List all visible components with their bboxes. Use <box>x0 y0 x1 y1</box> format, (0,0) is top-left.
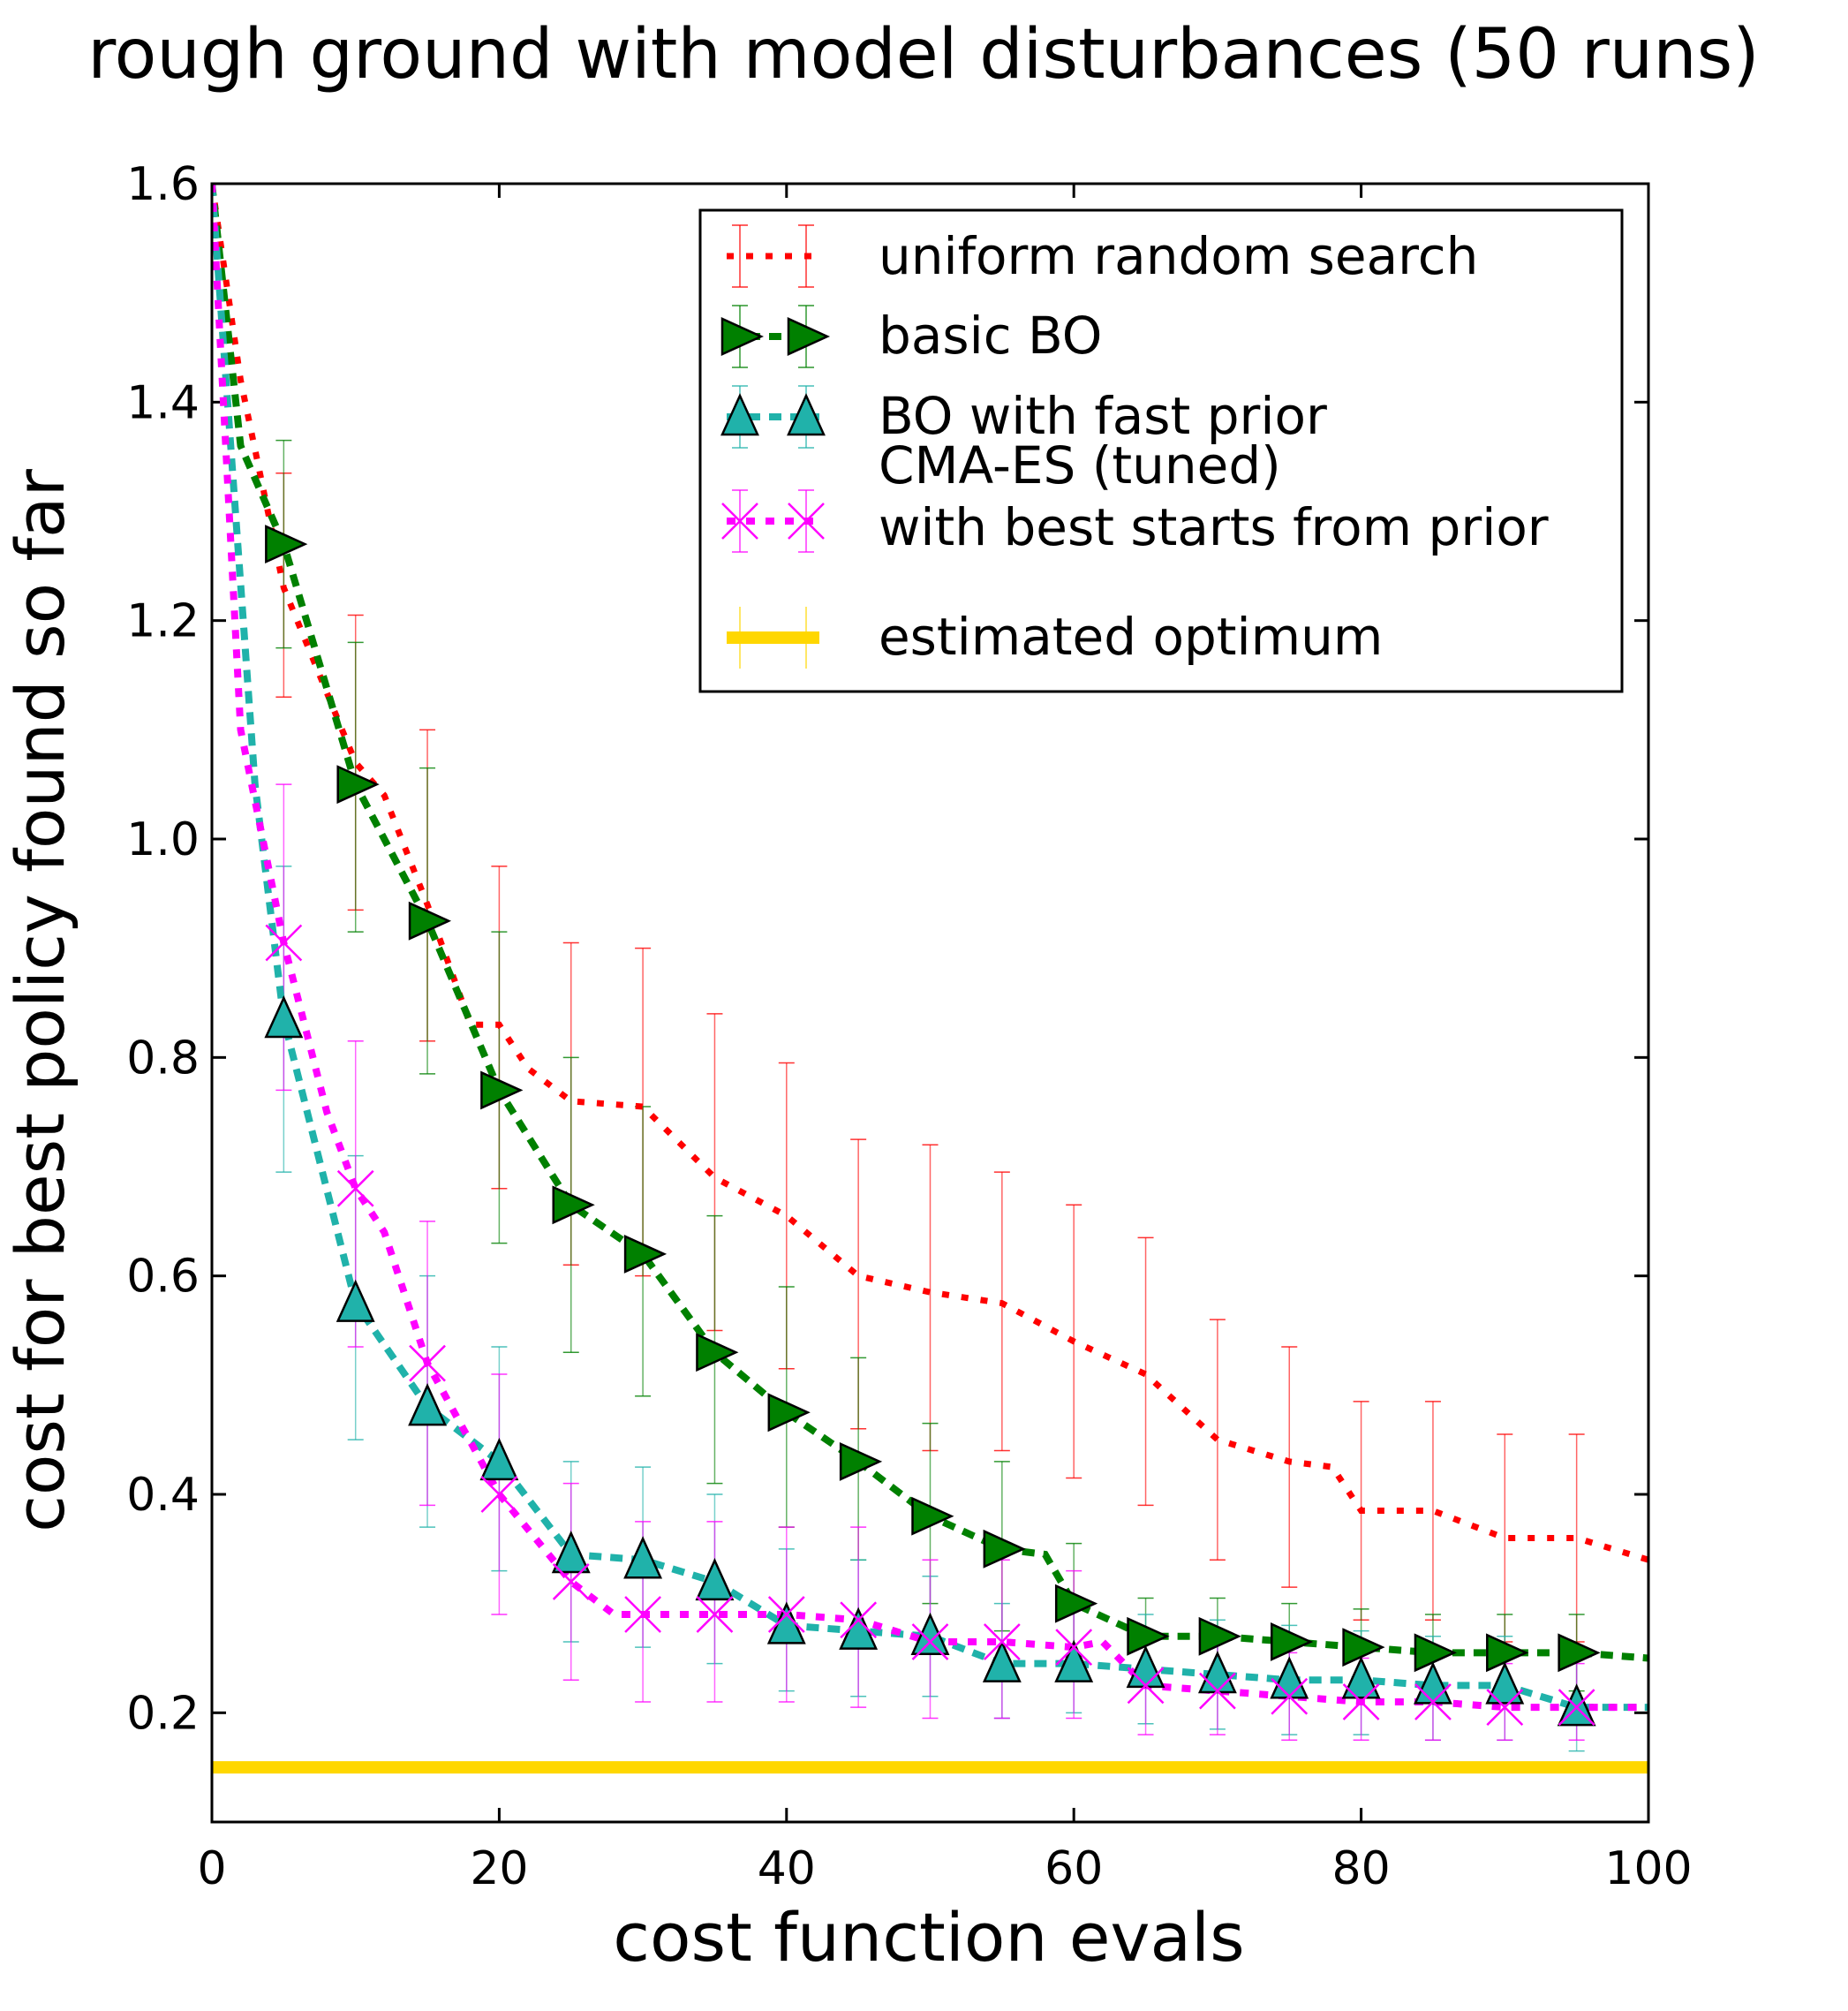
data-point <box>623 1234 668 1274</box>
legend-label-bo-with-fast-prior: BO with fast prior <box>879 386 1327 446</box>
legend-label-basic-bo: basic BO <box>879 306 1102 366</box>
data-point <box>409 1344 446 1382</box>
data-point <box>1414 1683 1452 1720</box>
y-axis-ticks: 0.2 0.4 0.6 0.8 1.0 1.2 1.4 1.6 <box>126 158 1648 1740</box>
y-tick-label: 1.2 <box>126 595 200 648</box>
x-tick-label: 0 <box>197 1842 226 1895</box>
data-point <box>1198 1616 1241 1656</box>
chart-title: rough ground with model disturbances (50… <box>87 15 1759 95</box>
data-point <box>1271 1622 1314 1661</box>
data-point <box>1486 1633 1529 1673</box>
data-point <box>336 765 380 805</box>
plot-frame <box>210 182 1650 1824</box>
legend-label-estimated-optimum: estimated optimum <box>879 607 1383 667</box>
data-point <box>264 995 304 1039</box>
legend-sample-marker <box>788 503 825 540</box>
data-point <box>1127 1667 1165 1705</box>
data-point <box>1414 1633 1457 1673</box>
legend-sample-marker <box>720 317 765 356</box>
legend-box <box>698 208 1624 693</box>
data-point <box>1199 1672 1236 1710</box>
data-point <box>840 1601 878 1639</box>
data-point <box>552 1185 595 1225</box>
data-point <box>265 525 308 564</box>
y-tick-label: 0.4 <box>126 1469 200 1522</box>
data-point <box>696 1596 734 1633</box>
data-point <box>911 1623 949 1660</box>
legend-label-uniform-random-search: uniform random search <box>879 226 1478 286</box>
data-point <box>695 1557 735 1601</box>
y-tick-label: 0.8 <box>126 1032 200 1085</box>
plot-area <box>212 184 1648 1774</box>
data-point <box>1485 1661 1525 1705</box>
data-point <box>1558 1689 1595 1727</box>
data-point <box>1054 1639 1094 1682</box>
data-point <box>696 1333 739 1372</box>
data-point <box>1271 1677 1309 1715</box>
data-point <box>911 1496 954 1536</box>
data-point <box>336 1169 374 1207</box>
x-tick-label: 40 <box>758 1842 816 1895</box>
data-point <box>1126 1644 1165 1689</box>
data-point <box>767 1596 805 1633</box>
data-point <box>408 1383 447 1426</box>
legend-samples <box>720 224 831 669</box>
data-point <box>1558 1633 1601 1673</box>
data-point <box>1341 1656 1381 1699</box>
x-tick-label: 60 <box>1045 1842 1103 1895</box>
data-point <box>265 924 303 962</box>
y-tick-label: 0.2 <box>126 1687 200 1740</box>
data-point <box>408 901 452 941</box>
data-point <box>480 1070 524 1110</box>
data-point <box>336 1279 375 1322</box>
data-point <box>480 1476 518 1513</box>
legend-sample-marker <box>721 503 758 540</box>
data-point <box>839 1441 883 1481</box>
legend-sample-marker <box>720 392 759 436</box>
data-point <box>766 1601 806 1644</box>
data-point <box>1055 1629 1093 1667</box>
data-point <box>983 1529 1026 1569</box>
series-line-3 <box>212 184 1648 1712</box>
x-tick-label: 20 <box>470 1842 528 1895</box>
data-point <box>479 1437 519 1481</box>
y-tick-label: 0.6 <box>126 1251 200 1304</box>
x-axis-label: cost function evals <box>613 1898 1244 1977</box>
data-point <box>552 1563 590 1600</box>
data-point <box>1486 1689 1524 1727</box>
data-point <box>1342 1628 1385 1667</box>
markers-series-1 <box>265 525 1601 1673</box>
x-tick-label: 100 <box>1604 1842 1692 1895</box>
legend-sample-marker <box>787 392 826 436</box>
x-tick-label: 80 <box>1332 1842 1391 1895</box>
y-axis-label: cost for best policy found so far <box>1 468 79 1532</box>
data-point <box>982 1639 1022 1682</box>
markers-series-3 <box>265 924 1595 1727</box>
data-point <box>623 1536 663 1579</box>
data-point <box>1054 1584 1098 1623</box>
data-point <box>624 1596 661 1633</box>
legend-label-cma-es: CMA-ES (tuned) with best starts from pri… <box>879 435 1549 557</box>
data-point <box>767 1393 811 1433</box>
legend: uniform random search basic BO BO with f… <box>698 208 1624 693</box>
data-point <box>983 1623 1021 1660</box>
y-tick-label: 1.4 <box>126 376 200 429</box>
data-point <box>551 1530 591 1574</box>
data-point <box>910 1612 950 1656</box>
y-tick-label: 1.6 <box>126 158 200 211</box>
y-tick-label: 1.0 <box>126 813 200 866</box>
series-line-0 <box>212 184 1648 1563</box>
data-point <box>1127 1616 1170 1656</box>
x-axis-ticks: 0 20 40 60 80 100 <box>197 184 1693 1895</box>
legend-sample-marker <box>787 317 831 356</box>
data-point <box>1342 1683 1380 1720</box>
